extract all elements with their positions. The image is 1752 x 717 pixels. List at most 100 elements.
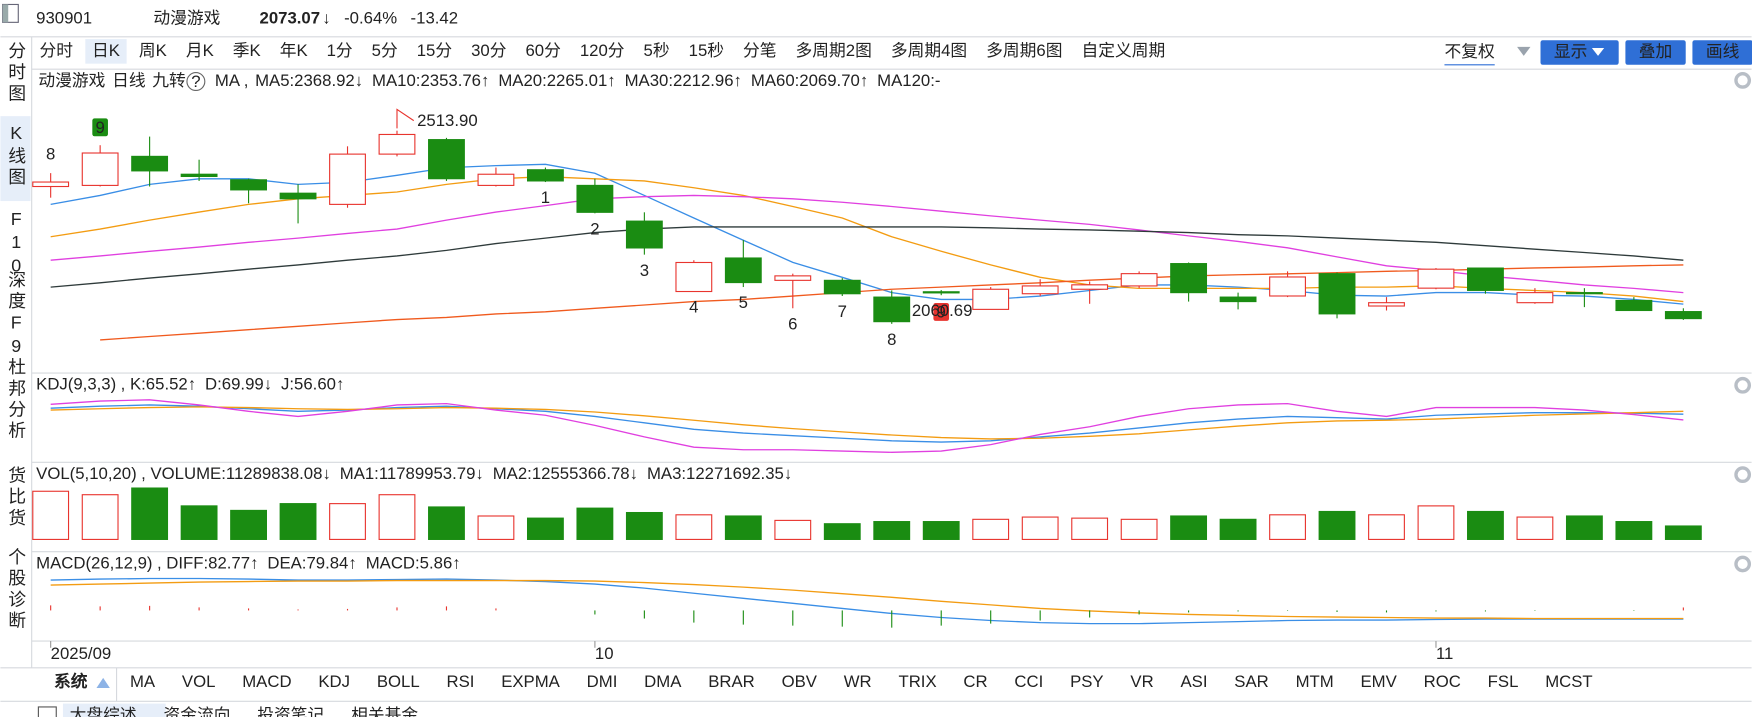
side-tab[interactable]: 深度F9	[6, 270, 26, 359]
footer-tab[interactable]: 大盘综述	[70, 705, 137, 717]
indicator-tab[interactable]: MTM	[1296, 672, 1334, 691]
help-icon-mark: ?	[191, 72, 200, 91]
kdj-line	[50, 404, 1684, 443]
nine-turn-label: 2	[590, 220, 599, 239]
settings-icon[interactable]	[1734, 466, 1752, 484]
period-tab[interactable]: 15分	[417, 41, 453, 60]
candle-body	[1170, 263, 1208, 294]
macd-legend: MACD:5.86↑	[366, 553, 461, 572]
footer-tab[interactable]: 资金流向	[163, 705, 230, 717]
indicator-tab[interactable]: CR	[963, 672, 987, 691]
volume-bar	[1021, 516, 1059, 540]
indicator-tab[interactable]: KDJ	[318, 672, 350, 691]
header-change: -13.42	[411, 8, 459, 27]
period-tab[interactable]: 月K	[186, 41, 214, 60]
period-tab[interactable]: 季K	[233, 41, 261, 60]
indicator-tab[interactable]: MACD	[242, 672, 291, 691]
period-tab[interactable]: 15秒	[689, 41, 724, 60]
period-tab[interactable]: 分笔	[743, 41, 777, 60]
indicator-tab[interactable]: CCI	[1014, 672, 1043, 691]
settings-icon[interactable]	[1734, 72, 1752, 89]
volume-bar	[1170, 515, 1208, 540]
period-tab[interactable]: 多周期6图	[986, 41, 1062, 60]
high-label: 2513.90	[417, 111, 478, 130]
footer-tab[interactable]: 相关基金	[351, 705, 418, 717]
period-tab[interactable]: 年K	[280, 41, 308, 60]
indicator-tab[interactable]: BRAR	[708, 672, 755, 691]
toolbar-button[interactable]	[1625, 40, 1686, 65]
toolbar-button-label[interactable]: 画线	[1706, 42, 1740, 61]
footer-tab[interactable]: 投资笔记	[257, 705, 324, 717]
indicator-tab[interactable]: FSL	[1488, 672, 1519, 691]
checkbox[interactable]	[37, 706, 57, 717]
header-name: 动漫游戏	[153, 8, 220, 27]
side-tab[interactable]: 个股诊断	[6, 547, 26, 632]
volume-bar	[972, 518, 1010, 540]
period-tab[interactable]: 多周期2图	[796, 41, 872, 60]
settings-icon[interactable]	[1734, 376, 1752, 394]
period-tab[interactable]: 5分	[372, 41, 398, 60]
indicator-tab[interactable]: TRIX	[898, 672, 936, 691]
side-tab[interactable]: K线图	[6, 123, 26, 189]
period-tab[interactable]: 自定义周期	[1081, 41, 1165, 60]
nine-turn-box	[92, 118, 108, 137]
indicator-tab[interactable]: VR	[1130, 672, 1153, 691]
header-arrow: ↓	[322, 8, 330, 27]
toolbar-button[interactable]	[1540, 40, 1619, 65]
nine-turn-label: 8	[46, 145, 55, 164]
date-label: 2025/09	[51, 644, 112, 663]
side-tab[interactable]: F10	[6, 209, 26, 279]
indicator-tab[interactable]: 系统	[54, 671, 88, 691]
adjust-select[interactable]: 不复权	[1444, 42, 1495, 61]
volume-bar	[81, 494, 119, 540]
indicator-tab[interactable]: OBV	[782, 672, 818, 691]
indicator-tab[interactable]: BOLL	[377, 672, 420, 691]
indicator-tab[interactable]: EXPMA	[501, 672, 560, 691]
nine-turn-label: 9	[95, 118, 104, 137]
period-tab[interactable]: 1分	[327, 41, 353, 60]
indicator-tab[interactable]: PSY	[1070, 672, 1104, 691]
candle-body	[1318, 273, 1356, 315]
period-tab[interactable]: 周K	[139, 41, 167, 60]
indicator-tab[interactable]: MCST	[1545, 672, 1592, 691]
indicator-tab[interactable]: WR	[844, 672, 872, 691]
nine-turn-box	[933, 303, 950, 321]
button-arrow	[1591, 48, 1605, 56]
side-tab-selected	[0, 116, 31, 202]
settings-icon[interactable]	[1734, 555, 1752, 573]
volume-bar	[378, 494, 416, 540]
side-tab[interactable]: 杜邦分析	[6, 357, 26, 442]
indicator-tab[interactable]: SAR	[1234, 672, 1268, 691]
period-tab[interactable]: 120分	[580, 41, 625, 60]
indicator-tab[interactable]: EMV	[1361, 672, 1398, 691]
candle-body	[1467, 267, 1504, 291]
period-tab[interactable]: 30分	[471, 41, 507, 60]
indicator-tab[interactable]: RSI	[446, 672, 474, 691]
period-tab[interactable]: 5秒	[644, 41, 670, 60]
indicator-tab[interactable]: ASI	[1181, 672, 1208, 691]
toolbar-button-label[interactable]: 显示	[1554, 42, 1588, 61]
toolbar-button-label[interactable]: 叠加	[1639, 42, 1673, 61]
kdj-legend: , K:65.52↑	[121, 375, 196, 394]
candle-body	[32, 181, 70, 188]
candle-body	[378, 133, 416, 155]
period-tab[interactable]: 日K	[92, 41, 120, 60]
indicator-tab[interactable]: DMA	[644, 672, 682, 691]
volume-bar	[1318, 510, 1356, 540]
volume-bar	[774, 519, 812, 540]
indicator-tab[interactable]: MA	[130, 672, 156, 691]
indicator-tab[interactable]: VOL	[182, 672, 216, 691]
toolbar-button[interactable]	[1692, 40, 1752, 65]
vol-legend: MA1:11789953.79↓	[340, 464, 484, 483]
indicator-tab[interactable]: DMI	[587, 672, 618, 691]
volume-bar	[131, 487, 169, 540]
candle-body	[1219, 296, 1257, 303]
side-tab[interactable]: 货比货	[6, 465, 26, 529]
side-tab[interactable]: 分时图	[6, 41, 26, 105]
period-tab[interactable]: 60分	[526, 41, 562, 60]
candle-body	[131, 155, 169, 172]
period-tab[interactable]: 多周期4图	[891, 41, 967, 60]
indicator-tab[interactable]: ROC	[1424, 672, 1461, 691]
period-tab[interactable]: 分时	[40, 41, 74, 60]
nine-turn-label: 5	[739, 293, 748, 312]
